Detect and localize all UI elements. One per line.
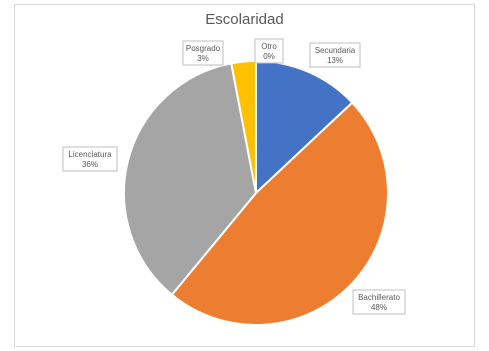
data-label-box: [62, 146, 118, 172]
pie-slice-bachillerato: [170, 101, 389, 326]
data-label-category: Secundaria: [315, 46, 356, 55]
data-label-category: Licenciatura: [68, 150, 112, 159]
data-label-value: 13%: [327, 56, 343, 65]
pie-slice-licenciatura: [123, 62, 258, 297]
data-label-box: [352, 289, 406, 315]
data-label-value: 3%: [197, 54, 209, 63]
data-label-value: 36%: [82, 160, 98, 169]
data-label-category: Posgrado: [186, 44, 221, 53]
data-label-category: Otro: [261, 42, 277, 51]
data-label-category: Bachillerato: [358, 293, 400, 302]
data-label-value: 48%: [371, 303, 387, 312]
chart-title: Escolaridad: [205, 11, 284, 28]
data-label-box: [254, 38, 284, 64]
data-label-value: 0%: [263, 52, 275, 61]
data-label-box: [309, 42, 361, 68]
data-label-box: [182, 40, 224, 66]
